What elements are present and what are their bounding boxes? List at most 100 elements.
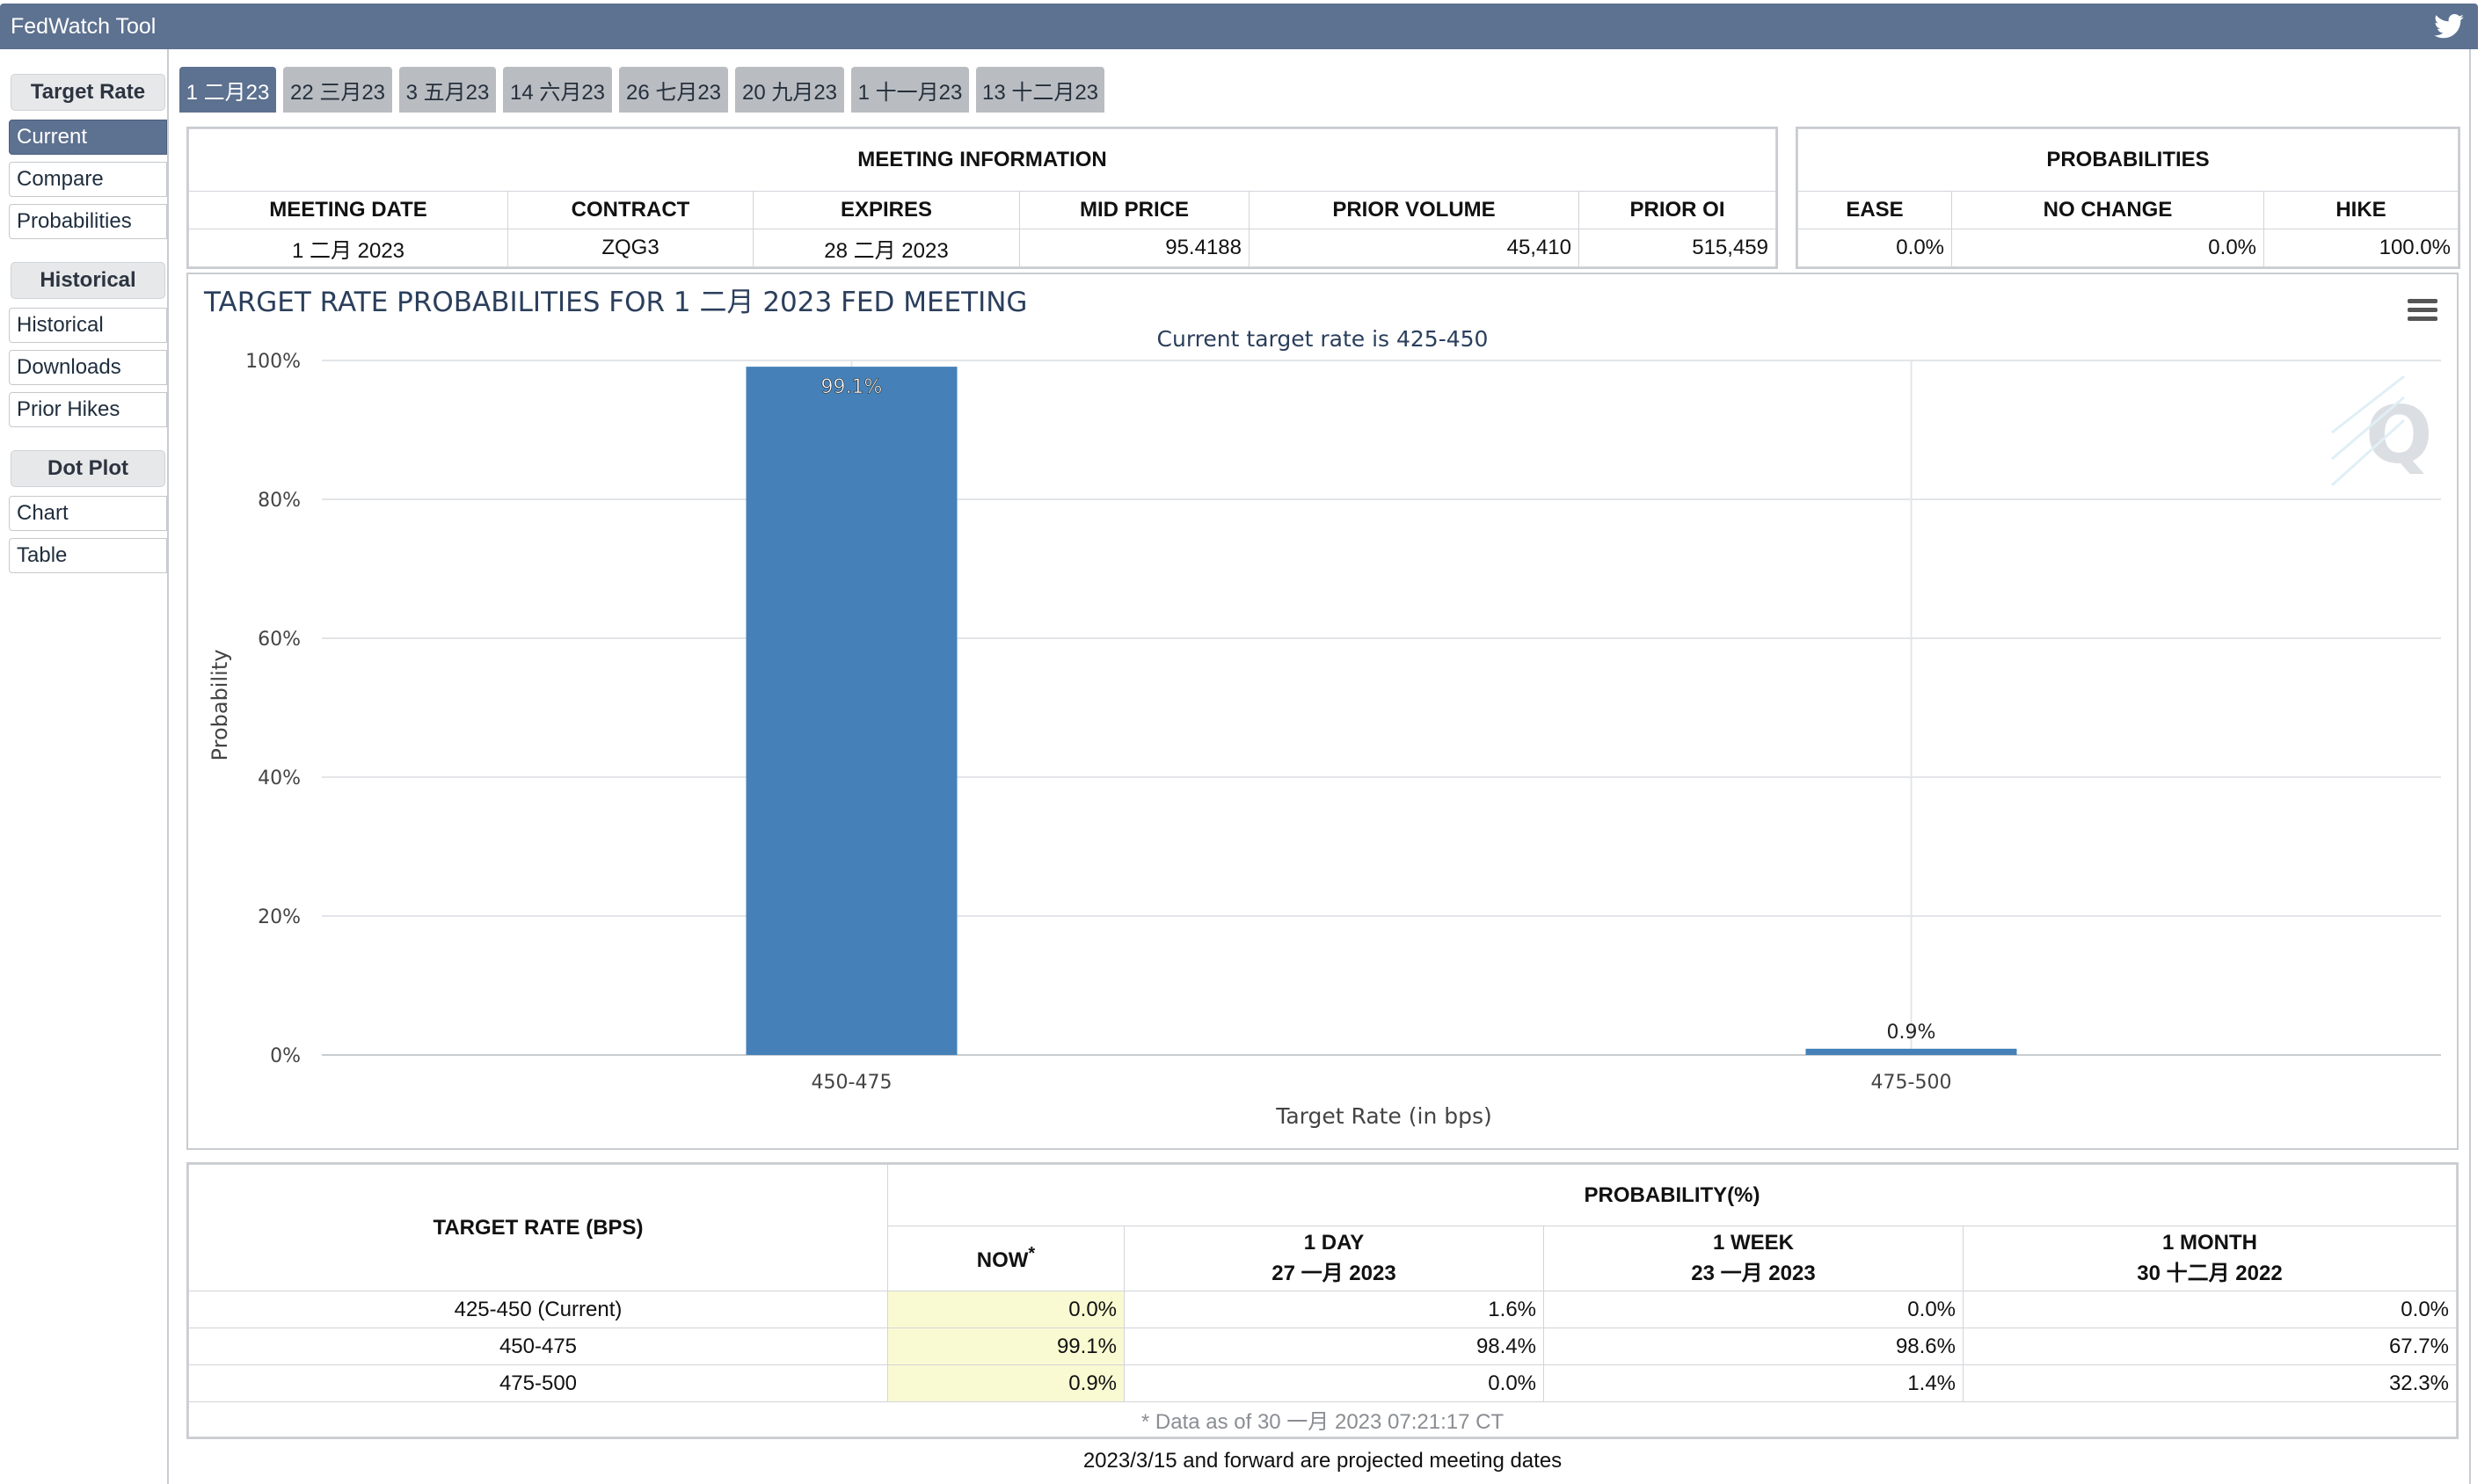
app-title: FedWatch Tool [11,14,157,39]
sidebar-item-prior-hikes[interactable]: Prior Hikes [9,392,167,427]
one-week-header: 1 WEEK 23 一月 2023 [1543,1226,1964,1291]
table-row: 425-450 (Current) 0.0% 1.6% 0.0% 0.0% [188,1291,2457,1328]
week-cell: 1.4% [1543,1364,1964,1402]
sidebar-header-target-rate: Target Rate [11,74,165,111]
meeting-information-table: MEETING INFORMATION MEETING DATE CONTRAC… [188,128,1776,267]
chart-panel: TARGET RATE PROBABILITIES FOR 1 二月 2023 … [186,273,2459,1150]
day-cell: 98.4% [1124,1328,1544,1365]
data-label: 99.1% [821,376,883,398]
x-tick-label: 450-475 [812,1072,893,1094]
chart-title: TARGET RATE PROBABILITIES FOR 1 二月 2023 … [203,287,1027,318]
header-contract: CONTRACT [507,191,754,229]
y-tick-label: 0% [270,1045,301,1067]
content-frame-right [2469,49,2471,1484]
probability-history-table: TARGET RATE (BPS) PROBABILITY(%) NOW* 1 … [188,1164,2457,1437]
header-mid-price: MID PRICE [1019,191,1250,229]
one-week-date: 23 一月 2023 [1691,1262,1816,1285]
sidebar-header-dot-plot: Dot Plot [11,450,165,487]
header-prior-volume: PRIOR VOLUME [1249,191,1579,229]
header-ease: EASE [1797,191,1952,229]
month-cell: 32.3% [1963,1364,2457,1402]
data-timestamp-footnote: * Data as of 30 一月 2023 07:21:17 CT [188,1401,2457,1437]
title-bar: FedWatch Tool [0,4,2478,49]
svg-text:Q: Q [2365,389,2433,482]
week-cell: 98.6% [1543,1328,1964,1365]
one-day-label: 1 DAY [1303,1231,1365,1255]
menu-icon[interactable] [2408,299,2437,321]
rate-cell: 475-500 [188,1364,888,1402]
header-expires: EXPIRES [753,191,1020,229]
tab-meeting-3[interactable]: 3 五月23 [399,67,496,113]
contract-value: ZQG3 [507,229,754,267]
ease-value: 0.0% [1797,229,1952,267]
sidebar-item-table[interactable]: Table [9,538,167,573]
now-header: NOW* [887,1226,1125,1291]
mid-price-value: 95.4188 [1019,229,1250,267]
header-meeting-date: MEETING DATE [188,191,508,229]
prior-volume-value: 45,410 [1249,229,1579,267]
one-month-date: 30 十二月 2022 [2137,1262,2283,1285]
probabilities-caption: PROBABILITIES [1797,128,2459,192]
x-tick-label: 475-500 [1871,1072,1952,1094]
y-tick-label: 40% [258,767,301,789]
tab-meeting-7[interactable]: 1 十一月23 [851,67,969,113]
data-label: 0.9% [1887,1022,1936,1044]
chart-subtitle: Current target rate is 425-450 [1157,326,1489,352]
bar-450-475[interactable] [746,367,958,1055]
sidebar-item-historical[interactable]: Historical [9,308,167,343]
probability-header: PROBABILITY(%) [887,1164,2457,1226]
sidebar-header-historical: Historical [11,262,165,299]
one-month-label: 1 MONTH [2162,1231,2257,1255]
sidebar-item-compare[interactable]: Compare [9,162,167,197]
y-tick-label: 20% [258,906,301,928]
x-axis-label: Target Rate (in bps) [1275,1103,1492,1129]
day-cell: 1.6% [1124,1291,1544,1328]
sidebar-item-downloads[interactable]: Downloads [9,350,167,385]
table-row: 450-475 99.1% 98.4% 98.6% 67.7% [188,1328,2457,1365]
meeting-information-caption: MEETING INFORMATION [188,128,1776,192]
day-cell: 0.0% [1124,1364,1544,1402]
tab-meeting-5[interactable]: 26 七月23 [619,67,728,113]
y-tick-label: 100% [245,351,301,373]
probability-history-panel: TARGET RATE (BPS) PROBABILITY(%) NOW* 1 … [186,1162,2459,1439]
meeting-date-value: 1 二月 2023 [188,229,508,267]
tab-meeting-2[interactable]: 22 三月23 [283,67,392,113]
sidebar-item-probabilities[interactable]: Probabilities [9,204,167,239]
month-cell: 0.0% [1963,1291,2457,1328]
header-prior-oi: PRIOR OI [1578,191,1776,229]
y-tick-label: 60% [258,629,301,651]
no-change-value: 0.0% [1951,229,2264,267]
projection-note: 2023/3/15 and forward are projected meet… [1082,1449,1563,1473]
hike-value: 100.0% [2263,229,2459,267]
meeting-information-panel: MEETING INFORMATION MEETING DATE CONTRAC… [186,127,1778,269]
now-cell: 0.9% [887,1364,1125,1402]
table-row: 475-500 0.9% 0.0% 1.4% 32.3% [188,1364,2457,1402]
prior-oi-value: 515,459 [1578,229,1776,267]
y-axis-label: Probability [208,650,232,761]
bar-475-500[interactable] [1805,1048,2017,1055]
one-month-header: 1 MONTH 30 十二月 2022 [1963,1226,2457,1291]
one-week-label: 1 WEEK [1712,1231,1794,1255]
content-frame-left [167,49,169,1484]
now-cell: 0.0% [887,1291,1125,1328]
probability-chart: TARGET RATE PROBABILITIES FOR 1 二月 2023 … [203,287,2441,1129]
probabilities-table: PROBABILITIES EASE NO CHANGE HIKE 0.0% 0… [1797,128,2459,267]
sidebar-item-chart[interactable]: Chart [9,496,167,531]
tab-meeting-1[interactable]: 1 二月23 [179,67,276,113]
one-day-date: 27 一月 2023 [1272,1262,1396,1285]
tab-meeting-8[interactable]: 13 十二月23 [976,67,1104,113]
watermark-logo-icon: Q [2330,375,2433,487]
twitter-icon[interactable] [2434,14,2464,39]
month-cell: 67.7% [1963,1328,2457,1365]
expires-value: 28 二月 2023 [753,229,1020,267]
now-asterisk: * [1028,1244,1036,1263]
y-tick-label: 80% [258,490,301,512]
tab-meeting-4[interactable]: 14 六月23 [503,67,612,113]
header-no-change: NO CHANGE [1951,191,2264,229]
week-cell: 0.0% [1543,1291,1964,1328]
now-cell: 99.1% [887,1328,1125,1365]
now-header-label: NOW [976,1248,1029,1272]
rate-cell: 425-450 (Current) [188,1291,888,1328]
sidebar-item-current[interactable]: Current [9,120,167,155]
tab-meeting-6[interactable]: 20 九月23 [735,67,844,113]
